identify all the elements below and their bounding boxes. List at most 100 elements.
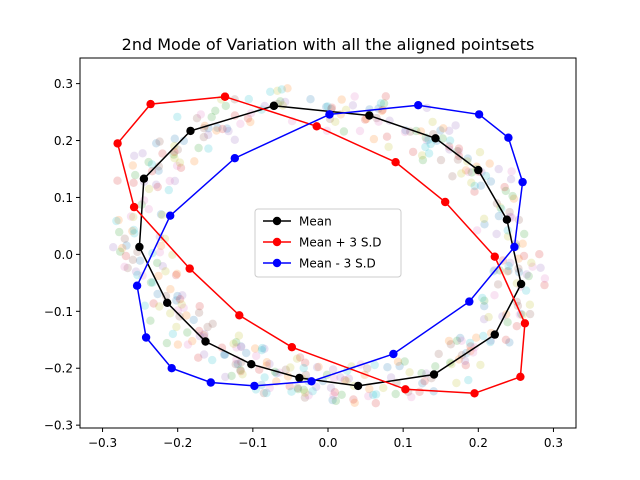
aligned-point (365, 105, 374, 114)
aligned-point (144, 184, 154, 194)
aligned-point (378, 105, 387, 115)
aligned-point (196, 110, 205, 119)
aligned-point (379, 383, 388, 393)
series-line (116, 95, 526, 395)
aligned-point (153, 182, 162, 192)
aligned-point (265, 359, 274, 369)
series-point (139, 174, 149, 183)
aligned-point (464, 375, 473, 385)
aligned-point (369, 134, 379, 144)
series-point (186, 126, 195, 136)
aligned-point (503, 267, 512, 276)
aligned-point (467, 168, 476, 177)
aligned-point (479, 214, 489, 223)
aligned-point (393, 357, 403, 366)
aligned-point (365, 384, 374, 394)
aligned-point (457, 169, 466, 178)
aligned-point (161, 267, 170, 276)
aligned-point (281, 97, 290, 107)
aligned-point (486, 337, 495, 347)
legend-entry: Mean (263, 215, 332, 229)
aligned-point (480, 302, 489, 311)
aligned-point (304, 391, 313, 400)
series-point (269, 101, 279, 111)
aligned-point (232, 343, 241, 352)
aligned-point (179, 136, 188, 146)
aligned-point (121, 251, 131, 261)
aligned-point (200, 329, 209, 339)
aligned-point (236, 119, 245, 128)
aligned-point (470, 187, 479, 196)
aligned-point (408, 147, 418, 157)
series-point (201, 337, 210, 346)
aligned-point (490, 291, 499, 300)
aligned-point (494, 211, 504, 221)
aligned-point (154, 162, 163, 171)
aligned-point (391, 389, 400, 399)
aligned-point (312, 382, 321, 392)
aligned-point (170, 141, 179, 151)
aligned-point (120, 234, 129, 243)
aligned-point (295, 353, 305, 362)
aligned-point (498, 312, 507, 321)
series-point (113, 139, 122, 148)
aligned-point (173, 340, 183, 349)
aligned-point (236, 342, 246, 351)
aligned-point (476, 360, 485, 370)
aligned-point (350, 92, 359, 101)
aligned-point (328, 365, 338, 374)
aligned-point (260, 373, 269, 382)
aligned-point (172, 322, 181, 332)
aligned-point (146, 278, 156, 287)
aligned-point (464, 167, 473, 177)
series-point (135, 242, 144, 252)
aligned-point (153, 289, 162, 299)
aligned-point (426, 139, 435, 149)
aligned-point (128, 161, 137, 170)
y-tick-label: 0.1 (54, 191, 73, 205)
aligned-point (252, 351, 261, 361)
aligned-point (418, 379, 427, 388)
aligned-point (439, 124, 448, 133)
aligned-point (173, 112, 182, 122)
aligned-point (501, 335, 511, 344)
aligned-point (234, 331, 244, 340)
aligned-point (424, 135, 433, 144)
legend-label: Mean (299, 215, 332, 229)
aligned-point (204, 144, 213, 153)
series-point (220, 92, 230, 101)
aligned-point (173, 145, 182, 154)
aligned-point (195, 302, 204, 311)
aligned-point (259, 388, 269, 398)
aligned-point (278, 101, 287, 110)
aligned-point (445, 126, 454, 135)
aligned-point (152, 139, 161, 148)
aligned-point (233, 359, 242, 369)
aligned-point (457, 336, 466, 345)
aligned-point (454, 144, 464, 153)
aligned-point (116, 247, 125, 256)
aligned-point (189, 315, 198, 325)
aligned-point (212, 126, 221, 135)
aligned-point (128, 255, 138, 264)
aligned-point (156, 210, 166, 219)
aligned-point (340, 375, 349, 385)
x-tick-label: 0.1 (394, 436, 413, 450)
aligned-point (165, 176, 174, 186)
aligned-point (175, 312, 184, 321)
aligned-point (114, 215, 123, 225)
aligned-point (308, 387, 317, 396)
aligned-point (481, 171, 491, 181)
aligned-point (286, 363, 295, 372)
aligned-point (500, 182, 509, 192)
aligned-point (363, 364, 372, 373)
aligned-point (518, 239, 527, 248)
aligned-point (506, 175, 516, 184)
aligned-point (350, 398, 359, 407)
y-tick-label: 0.3 (54, 77, 73, 91)
aligned-point (504, 261, 513, 271)
series-point (250, 381, 259, 391)
legend-marker (272, 258, 282, 268)
aligned-point (144, 157, 153, 167)
aligned-point (446, 340, 455, 349)
